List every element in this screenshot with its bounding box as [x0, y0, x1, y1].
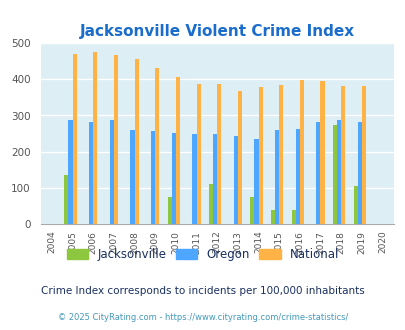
Text: © 2025 CityRating.com - https://www.cityrating.com/crime-statistics/: © 2025 CityRating.com - https://www.city…	[58, 313, 347, 322]
Bar	[340, 86, 344, 224]
Bar	[171, 133, 175, 224]
Bar	[155, 68, 159, 224]
Bar	[93, 52, 97, 224]
Bar	[196, 83, 200, 224]
Bar	[320, 82, 324, 224]
Title: Jacksonville Violent Crime Index: Jacksonville Violent Crime Index	[79, 24, 354, 39]
Bar	[361, 86, 365, 224]
Bar	[291, 210, 295, 224]
Bar	[357, 122, 361, 224]
Bar	[258, 87, 262, 224]
Bar	[254, 140, 258, 224]
Bar	[270, 210, 274, 224]
Bar	[68, 120, 72, 224]
Bar	[109, 120, 114, 224]
Bar	[192, 134, 196, 224]
Bar	[175, 77, 179, 224]
Bar	[64, 176, 68, 224]
Bar	[274, 130, 279, 224]
Legend: Jacksonville, Oregon, National: Jacksonville, Oregon, National	[62, 244, 343, 266]
Bar	[315, 122, 320, 224]
Bar	[130, 130, 134, 224]
Bar	[279, 85, 283, 224]
Bar	[89, 122, 93, 224]
Bar	[332, 124, 336, 224]
Text: Crime Index corresponds to incidents per 100,000 inhabitants: Crime Index corresponds to incidents per…	[41, 286, 364, 296]
Bar	[353, 186, 357, 224]
Bar	[213, 134, 217, 224]
Bar	[72, 54, 77, 224]
Bar	[249, 197, 254, 224]
Bar	[209, 184, 213, 224]
Bar	[299, 80, 303, 224]
Bar	[114, 54, 118, 224]
Bar	[167, 197, 171, 224]
Bar	[217, 83, 221, 224]
Bar	[134, 59, 139, 224]
Bar	[233, 136, 237, 224]
Bar	[151, 131, 155, 224]
Bar	[237, 91, 241, 224]
Bar	[336, 120, 340, 224]
Bar	[295, 129, 299, 224]
